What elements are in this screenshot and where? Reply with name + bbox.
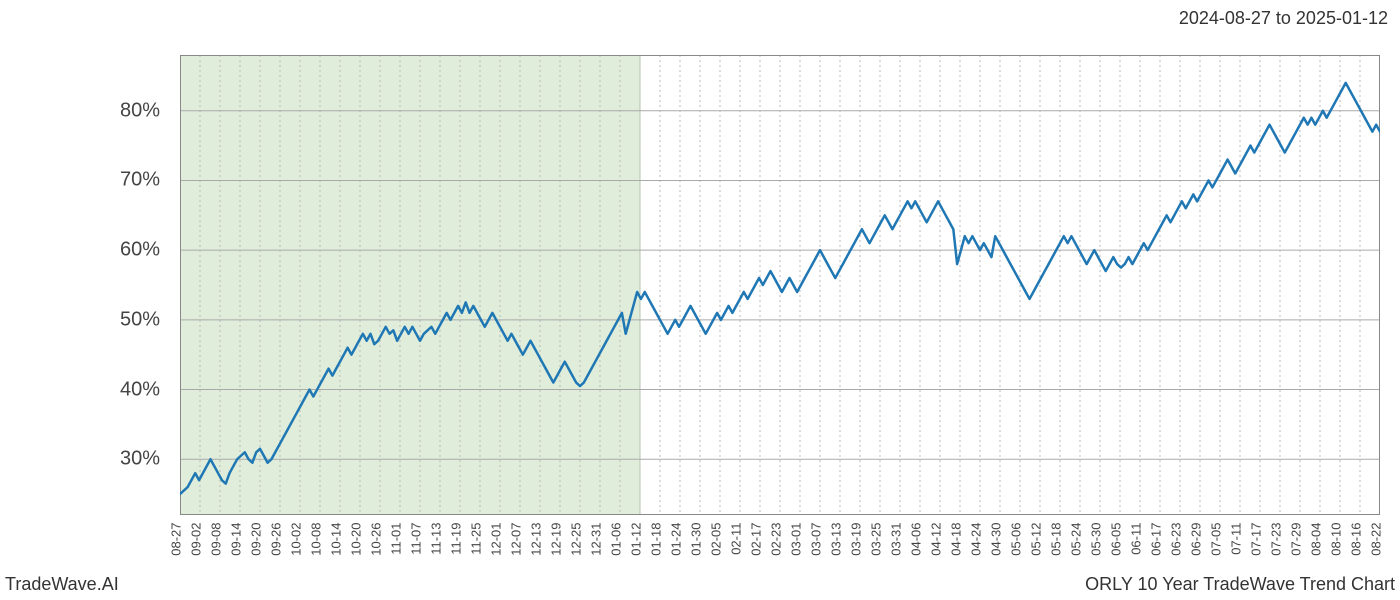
x-tick-label: 08-10 [1329,523,1344,556]
x-tick-label: 10-20 [349,523,364,556]
x-tick-label: 11-25 [469,523,484,555]
x-tick-label: 09-02 [189,523,204,556]
x-tick-label: 05-30 [1089,523,1104,556]
y-tick-label: 60% [120,239,160,262]
chart-plot-area [180,55,1380,515]
x-tick-label: 09-26 [269,523,284,556]
y-tick-label: 40% [120,378,160,401]
x-tick-label: 11-01 [389,523,404,555]
y-tick-label: 30% [120,448,160,471]
x-tick-label: 07-29 [1289,523,1304,556]
x-tick-label: 04-24 [969,523,984,556]
x-tick-label: 07-17 [1249,523,1264,556]
x-tick-label: 07-05 [1209,523,1224,556]
x-tick-label: 04-30 [989,523,1004,556]
x-axis: 08-2709-0209-0809-1409-2009-2610-0210-08… [180,515,1380,570]
x-tick-label: 05-06 [1009,523,1024,556]
x-tick-label: 03-31 [889,523,904,556]
x-tick-label: 01-24 [669,523,684,556]
x-tick-label: 09-14 [229,523,244,556]
x-tick-label: 08-22 [1369,523,1384,556]
x-tick-label: 03-19 [849,523,864,556]
date-range-label: 2024-08-27 to 2025-01-12 [1179,8,1388,29]
x-tick-label: 02-11 [729,523,744,555]
footer-brand: TradeWave.AI [5,574,119,595]
x-tick-label: 02-05 [709,523,724,556]
x-tick-label: 12-13 [529,523,544,556]
x-tick-label: 05-18 [1049,523,1064,556]
x-tick-label: 08-16 [1349,523,1364,556]
x-tick-label: 07-11 [1229,523,1244,555]
x-tick-label: 10-02 [289,523,304,556]
x-tick-label: 01-12 [629,523,644,556]
x-tick-label: 04-06 [909,523,924,556]
x-tick-label: 03-13 [829,523,844,556]
x-tick-label: 06-11 [1129,523,1144,555]
x-tick-label: 03-01 [789,523,804,556]
x-tick-label: 11-13 [429,523,444,555]
x-tick-label: 05-24 [1069,523,1084,556]
x-tick-label: 01-18 [649,523,664,556]
x-tick-label: 06-05 [1109,523,1124,556]
x-tick-label: 12-19 [549,523,564,556]
x-tick-label: 08-27 [169,523,184,556]
footer-title: ORLY 10 Year TradeWave Trend Chart [1085,574,1395,595]
x-tick-label: 06-29 [1189,523,1204,556]
x-tick-label: 09-20 [249,523,264,556]
y-axis: 30% 40% 50% 60% 70% 80% [0,55,175,515]
x-tick-label: 10-26 [369,523,384,556]
y-tick-label: 70% [120,169,160,192]
x-tick-label: 11-07 [409,523,424,555]
x-tick-label: 01-30 [689,523,704,556]
x-tick-label: 02-17 [749,523,764,556]
x-tick-label: 12-31 [589,523,604,556]
x-tick-label: 02-23 [769,523,784,556]
x-tick-label: 07-23 [1269,523,1284,556]
chart-svg [180,55,1380,515]
x-tick-label: 01-06 [609,523,624,556]
y-tick-label: 50% [120,308,160,331]
x-tick-label: 12-07 [509,523,524,556]
x-tick-label: 03-25 [869,523,884,556]
x-tick-label: 12-25 [569,523,584,556]
x-tick-label: 11-19 [449,523,464,555]
x-tick-label: 06-17 [1149,523,1164,556]
x-tick-label: 09-08 [209,523,224,556]
x-tick-label: 08-04 [1309,523,1324,556]
x-tick-label: 05-12 [1029,523,1044,556]
x-tick-label: 12-01 [489,523,504,556]
chart-container: 2024-08-27 to 2025-01-12 30% 40% 50% 60% 70%… [0,0,1400,600]
x-tick-label: 10-14 [329,523,344,556]
x-tick-label: 10-08 [309,523,324,556]
x-tick-label: 03-07 [809,523,824,556]
x-tick-label: 06-23 [1169,523,1184,556]
y-tick-label: 80% [120,99,160,122]
x-tick-label: 04-12 [929,523,944,556]
x-tick-label: 04-18 [949,523,964,556]
